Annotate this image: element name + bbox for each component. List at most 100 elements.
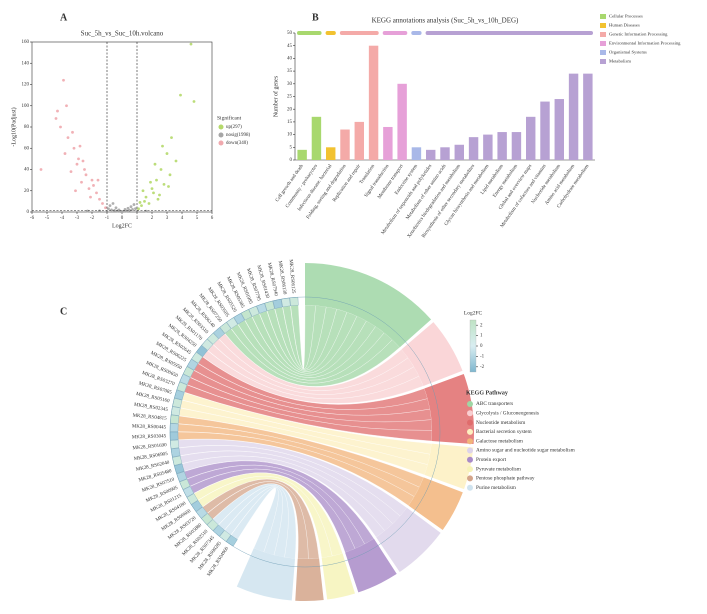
point [98, 197, 101, 201]
point [111, 202, 115, 205]
colorbar-tick-label: -2 [480, 365, 485, 370]
panel-label: C [60, 306, 67, 317]
x-tick-label: -3 [75, 216, 80, 221]
point [150, 187, 154, 191]
point [120, 210, 124, 214]
bar [440, 147, 450, 160]
x-tick-label: 6 [211, 216, 214, 221]
group-band [411, 31, 422, 35]
x-tick-label: Replication and repair [332, 164, 362, 204]
chords [177, 304, 433, 560]
y-tick-label: 120 [22, 83, 30, 88]
legend-swatch [467, 428, 473, 435]
bar [297, 149, 307, 160]
bar [397, 83, 407, 160]
point [158, 193, 161, 197]
legend-swatch [600, 14, 606, 19]
ring-outline [169, 296, 441, 568]
legend-swatch [467, 475, 473, 482]
gene-arc [170, 406, 181, 416]
legend-swatch [600, 59, 606, 64]
legend-label: Glycolysis / Gluconeogenesis [476, 411, 539, 417]
bar [468, 137, 479, 160]
legend-swatch [467, 401, 473, 407]
x-tick-label: 0 [121, 216, 124, 221]
point [54, 117, 58, 120]
point [87, 187, 91, 191]
bar [511, 132, 522, 160]
point [153, 162, 157, 166]
pathway-arc [345, 538, 397, 593]
bar [326, 147, 336, 160]
group-band [325, 31, 336, 35]
bar [583, 73, 593, 160]
x-tick-label: 2 [151, 216, 154, 221]
point [56, 109, 59, 113]
point [162, 182, 166, 186]
y-tick-label: 50 [287, 31, 293, 36]
legend-swatch [467, 484, 473, 491]
plot-frame [31, 41, 213, 213]
point [134, 207, 137, 211]
legend-swatch [600, 41, 606, 46]
point [66, 136, 70, 140]
group-band [297, 31, 322, 35]
point [108, 204, 112, 208]
legend-swatch [600, 50, 606, 55]
y-tick-label: 15 [287, 120, 293, 125]
gene-label: MK28_RS04815 [132, 414, 167, 422]
point [69, 170, 73, 174]
gene-label: MK28_RS06125 [288, 259, 296, 294]
legend-label: Pyruvate metabolism [476, 466, 522, 472]
legend-label: Amino sugar and nucleotide sugar metabol… [476, 448, 576, 454]
gene-arc [169, 423, 179, 432]
y-tick-label: 100 [22, 104, 30, 109]
legend-label: Nucleotide metabolism [476, 420, 526, 426]
pathway-arc [401, 322, 463, 386]
point [168, 173, 172, 177]
chord [190, 468, 356, 553]
point [89, 195, 92, 199]
y-tick-label: 45 [287, 44, 293, 49]
point [126, 206, 130, 210]
bar [540, 101, 550, 160]
y-tick-label: 35 [287, 69, 293, 74]
point [80, 180, 83, 184]
pathway-arc [424, 443, 474, 490]
y-tick-label: 5 [290, 145, 293, 150]
x-axis-label: Log2FC [112, 223, 132, 229]
pathway-arc [408, 477, 463, 530]
point [167, 185, 170, 188]
point [141, 189, 145, 193]
bar [368, 45, 379, 161]
pathway-arc [305, 263, 432, 348]
pathway-arc [424, 374, 474, 445]
bar [426, 149, 436, 160]
point [152, 191, 155, 195]
y-tick-label: 60 [24, 146, 30, 151]
point [81, 159, 85, 163]
legend-swatch [467, 456, 473, 463]
x-tick-label: -2 [90, 216, 95, 221]
legend-label: Protein export [476, 457, 507, 463]
point [59, 125, 62, 129]
x-tick-label: -4 [60, 216, 65, 221]
point [75, 162, 79, 166]
bar [526, 116, 536, 160]
legend-swatch [467, 438, 473, 445]
point [161, 144, 164, 148]
y-tick-label: 10 [287, 133, 293, 138]
group-band [425, 31, 593, 35]
bar [497, 132, 507, 160]
point [65, 104, 68, 108]
legend-label: Cellular Processes [609, 14, 643, 19]
bar [354, 121, 364, 160]
colorbar-tick-label: 0 [480, 344, 483, 349]
bar [568, 73, 579, 160]
bar [483, 134, 493, 160]
bar [311, 116, 322, 160]
point [170, 136, 173, 140]
legend-swatch [600, 32, 606, 37]
point [174, 159, 178, 163]
gene-arc [281, 297, 291, 308]
